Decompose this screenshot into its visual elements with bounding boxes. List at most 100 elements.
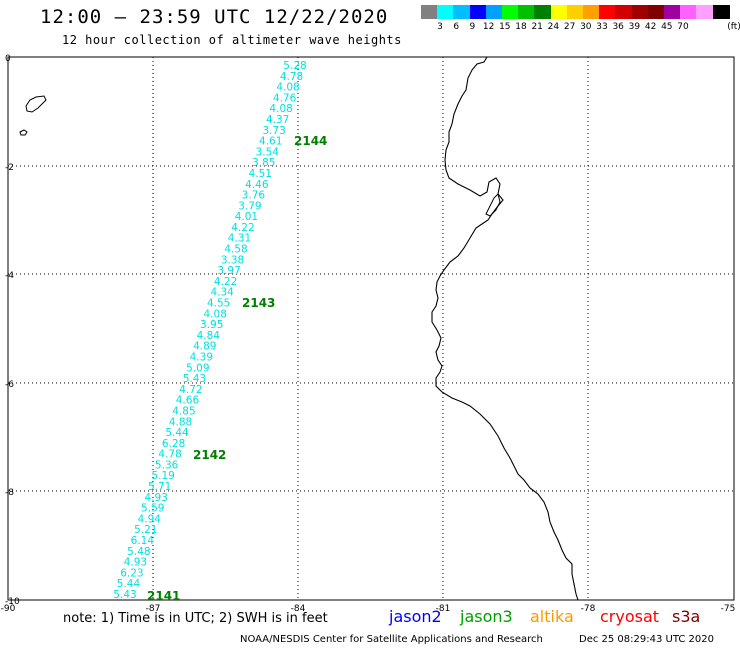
y-tick-label: -10 <box>5 597 20 607</box>
legend-swatch <box>502 5 519 19</box>
legend-label: 6 <box>453 22 460 32</box>
track-value: 4.58 <box>224 244 247 256</box>
track-value: 5.44 <box>117 578 141 590</box>
legend-unit-label: (ft) <box>727 22 740 32</box>
track-value: 6.28 <box>162 438 185 450</box>
track-value: 6.23 <box>120 567 143 579</box>
x-tick-label: -75 <box>721 604 736 614</box>
track-value: 4.78 <box>280 71 303 83</box>
generation-timestamp: Dec 25 08:29:43 UTC 2020 <box>579 634 714 645</box>
page-title: 12:00 – 23:59 UTC 12/22/2020 <box>40 6 389 28</box>
y-tick-label: -4 <box>5 271 14 281</box>
legend-swatch <box>518 5 536 19</box>
legend-label: 45 <box>661 22 673 32</box>
track-value: 3.73 <box>262 125 285 137</box>
track-value: 4.84 <box>197 330 221 342</box>
track-value: 5.28 <box>283 60 306 72</box>
x-tick-label: -87 <box>146 604 161 614</box>
legend-label: 27 <box>563 22 576 32</box>
track-value: 4.76 <box>273 92 297 104</box>
legend-swatch <box>631 5 649 19</box>
legend-label: 12 <box>482 22 495 32</box>
track-value: 4.37 <box>266 114 289 126</box>
legend-label: 42 <box>644 22 657 32</box>
pass-number-label: 2142 <box>193 448 226 462</box>
track-value: 4.94 <box>138 513 162 525</box>
track-value: 4.55 <box>207 298 230 310</box>
track-value: 5.44 <box>165 427 189 439</box>
gulf-guayaquil-island <box>485 193 501 217</box>
track-value: 5.19 <box>151 470 174 482</box>
y-tick-label: -6 <box>5 380 14 390</box>
satellite-label-cryosat: cryosat <box>600 607 660 626</box>
legend-label: 15 <box>499 22 511 32</box>
track-value: 4.85 <box>172 405 195 417</box>
axis-tick-labels: -90 -87 -84 -81 -78 -75 0 -2 -4 -6 -8 -10 <box>1 54 736 614</box>
track-value: 5.59 <box>141 503 164 515</box>
x-tick-label: -84 <box>291 604 306 614</box>
galapagos-island-small <box>19 129 28 136</box>
satellite-label-jason3: jason3 <box>460 607 513 626</box>
legend-label: 39 <box>628 22 641 32</box>
legend-label: 36 <box>612 22 624 32</box>
track-value: 5.21 <box>134 524 157 536</box>
track-value: 3.85 <box>252 157 275 169</box>
track-value: 4.22 <box>214 276 237 288</box>
legend-swatch <box>664 5 681 19</box>
legend-swatch <box>583 5 600 19</box>
pass-number-label: 2143 <box>242 296 275 310</box>
track-value: 4.72 <box>179 384 202 396</box>
legend-swatch <box>550 5 568 19</box>
track-value: 4.08 <box>269 103 292 115</box>
coastline <box>19 56 579 601</box>
satellite-label-altika: altika <box>530 607 574 626</box>
legend-swatch <box>712 5 730 19</box>
legend-label: 3 <box>437 22 443 32</box>
page-subtitle: 12 hour collection of altimeter wave hei… <box>62 33 402 47</box>
track-value: 3.54 <box>256 146 280 158</box>
legend-label: 24 <box>547 22 560 32</box>
track-value: 5.36 <box>155 459 179 471</box>
legend-swatch <box>534 5 552 19</box>
track-value: 4.66 <box>176 395 200 407</box>
track-value: 4.78 <box>158 449 181 461</box>
track-value: 5.48 <box>127 546 150 558</box>
y-tick-label: -2 <box>5 163 14 173</box>
track-value: 5.09 <box>186 362 209 374</box>
track-value: 6.14 <box>131 535 155 547</box>
track-value: 4.93 <box>145 492 168 504</box>
track-value: 3.97 <box>217 265 240 277</box>
track-value: 4.34 <box>210 287 234 299</box>
footer-note: note: 1) Time is in UTC; 2) SWH is in fe… <box>63 611 328 626</box>
track-value: 3.76 <box>242 190 266 202</box>
legend-label: 70 <box>677 22 689 32</box>
track-value: 4.39 <box>190 351 213 363</box>
legend-label: 30 <box>580 22 592 32</box>
track-value: 4.61 <box>259 136 282 148</box>
legend-swatch <box>437 5 455 19</box>
legend-swatch <box>696 5 714 19</box>
legend-swatch <box>421 5 438 19</box>
credit-line: NOAA/NESDIS Center for Satellite Applica… <box>240 634 543 645</box>
legend-swatch <box>453 5 471 19</box>
coastline-south-america <box>431 56 579 601</box>
x-tick-label: -78 <box>581 604 596 614</box>
legend-swatch <box>647 5 665 19</box>
track-value: 4.08 <box>204 308 227 320</box>
track-value: 4.46 <box>245 179 269 191</box>
track-value: 4.22 <box>231 222 254 234</box>
legend-swatch <box>566 5 584 19</box>
track-value: 4.51 <box>249 168 272 180</box>
track-value: 4.01 <box>235 211 258 223</box>
satellite-label-s3a: s3a <box>672 607 701 626</box>
legend-label: 21 <box>531 22 543 32</box>
legend-label: 33 <box>596 22 608 32</box>
altimeter-track: 5.284.784.084.764.084.373.734.613.543.85… <box>113 60 306 601</box>
pass-labels: 2144 2143 2142 2141 <box>147 134 327 603</box>
x-tick-label: -90 <box>1 604 16 614</box>
track-value: 3.79 <box>238 200 261 212</box>
legend-swatch <box>485 5 503 19</box>
color-legend: (ft) 3 6 9 12 15 18 21 24 27 30 33 36 39 42 45 70 <box>421 5 740 35</box>
legend-swatch <box>680 5 698 19</box>
